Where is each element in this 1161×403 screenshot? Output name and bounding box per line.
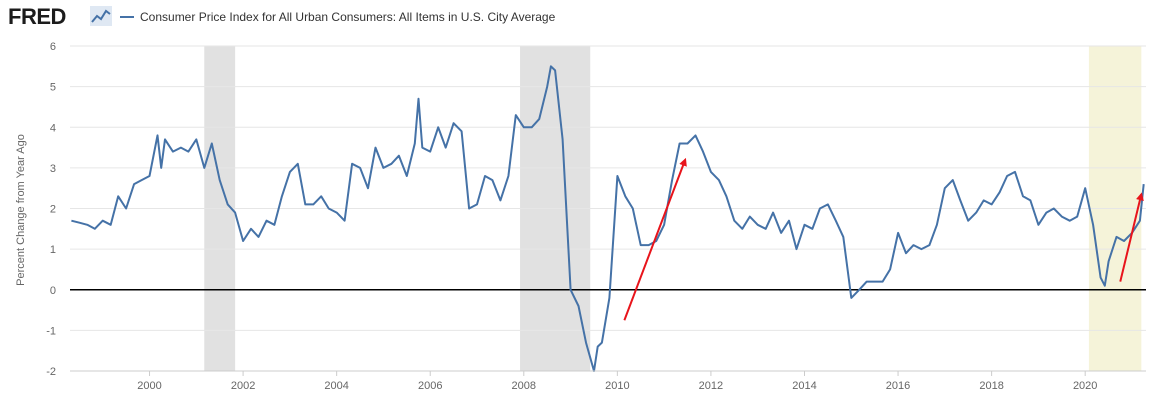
y-tick-label: -2: [46, 366, 56, 378]
x-tick-label: 2016: [886, 380, 910, 392]
y-tick-label: -1: [46, 325, 56, 337]
y-axis-label: Percent Change from Year Ago: [15, 134, 27, 286]
legend-label: Consumer Price Index for All Urban Consu…: [140, 10, 556, 24]
x-tick-label: 2006: [418, 380, 442, 392]
chart-header: FRED Consumer Price Index for All Urban …: [0, 0, 1161, 32]
series-group: [71, 65, 1145, 372]
x-tick-label: 2020: [1073, 380, 1097, 392]
legend-swatch: [120, 16, 134, 18]
y-tick-label: 2: [50, 204, 56, 216]
x-tick-label: 2002: [231, 380, 255, 392]
y-tick-label: 4: [50, 122, 56, 134]
x-tick-label: 2014: [792, 380, 816, 392]
y-tick-label: 5: [50, 82, 56, 94]
chart-legend: Consumer Price Index for All Urban Consu…: [120, 8, 555, 26]
y-tick-label: 1: [50, 244, 56, 256]
fred-graph-icon: [90, 6, 112, 26]
fred-logo[interactable]: FRED: [8, 4, 66, 29]
x-tick-label: 2012: [699, 380, 723, 392]
y-axis-ticks: -2 -1 0 1 2 3 4 5 6: [46, 41, 56, 378]
annotation-arrow-1: [623, 157, 687, 321]
cpi-series-line: [71, 65, 1145, 372]
y-tick-label: 6: [50, 41, 56, 53]
annotation-arrow-2: [1119, 192, 1144, 282]
x-tick-label: 2000: [137, 380, 161, 392]
x-tick-label: 2010: [605, 380, 629, 392]
x-axis-ticks: 2000 2002 2004 2006 2008 2010 2012 2014 2016 2018…: [70, 370, 1146, 392]
x-tick-label: 2008: [512, 380, 536, 392]
x-tick-label: 2018: [979, 380, 1003, 392]
y-tick-label: 0: [50, 285, 56, 297]
annotation-arrows: [623, 157, 1144, 321]
x-tick-label: 2004: [324, 380, 348, 392]
y-tick-label: 3: [50, 163, 56, 175]
